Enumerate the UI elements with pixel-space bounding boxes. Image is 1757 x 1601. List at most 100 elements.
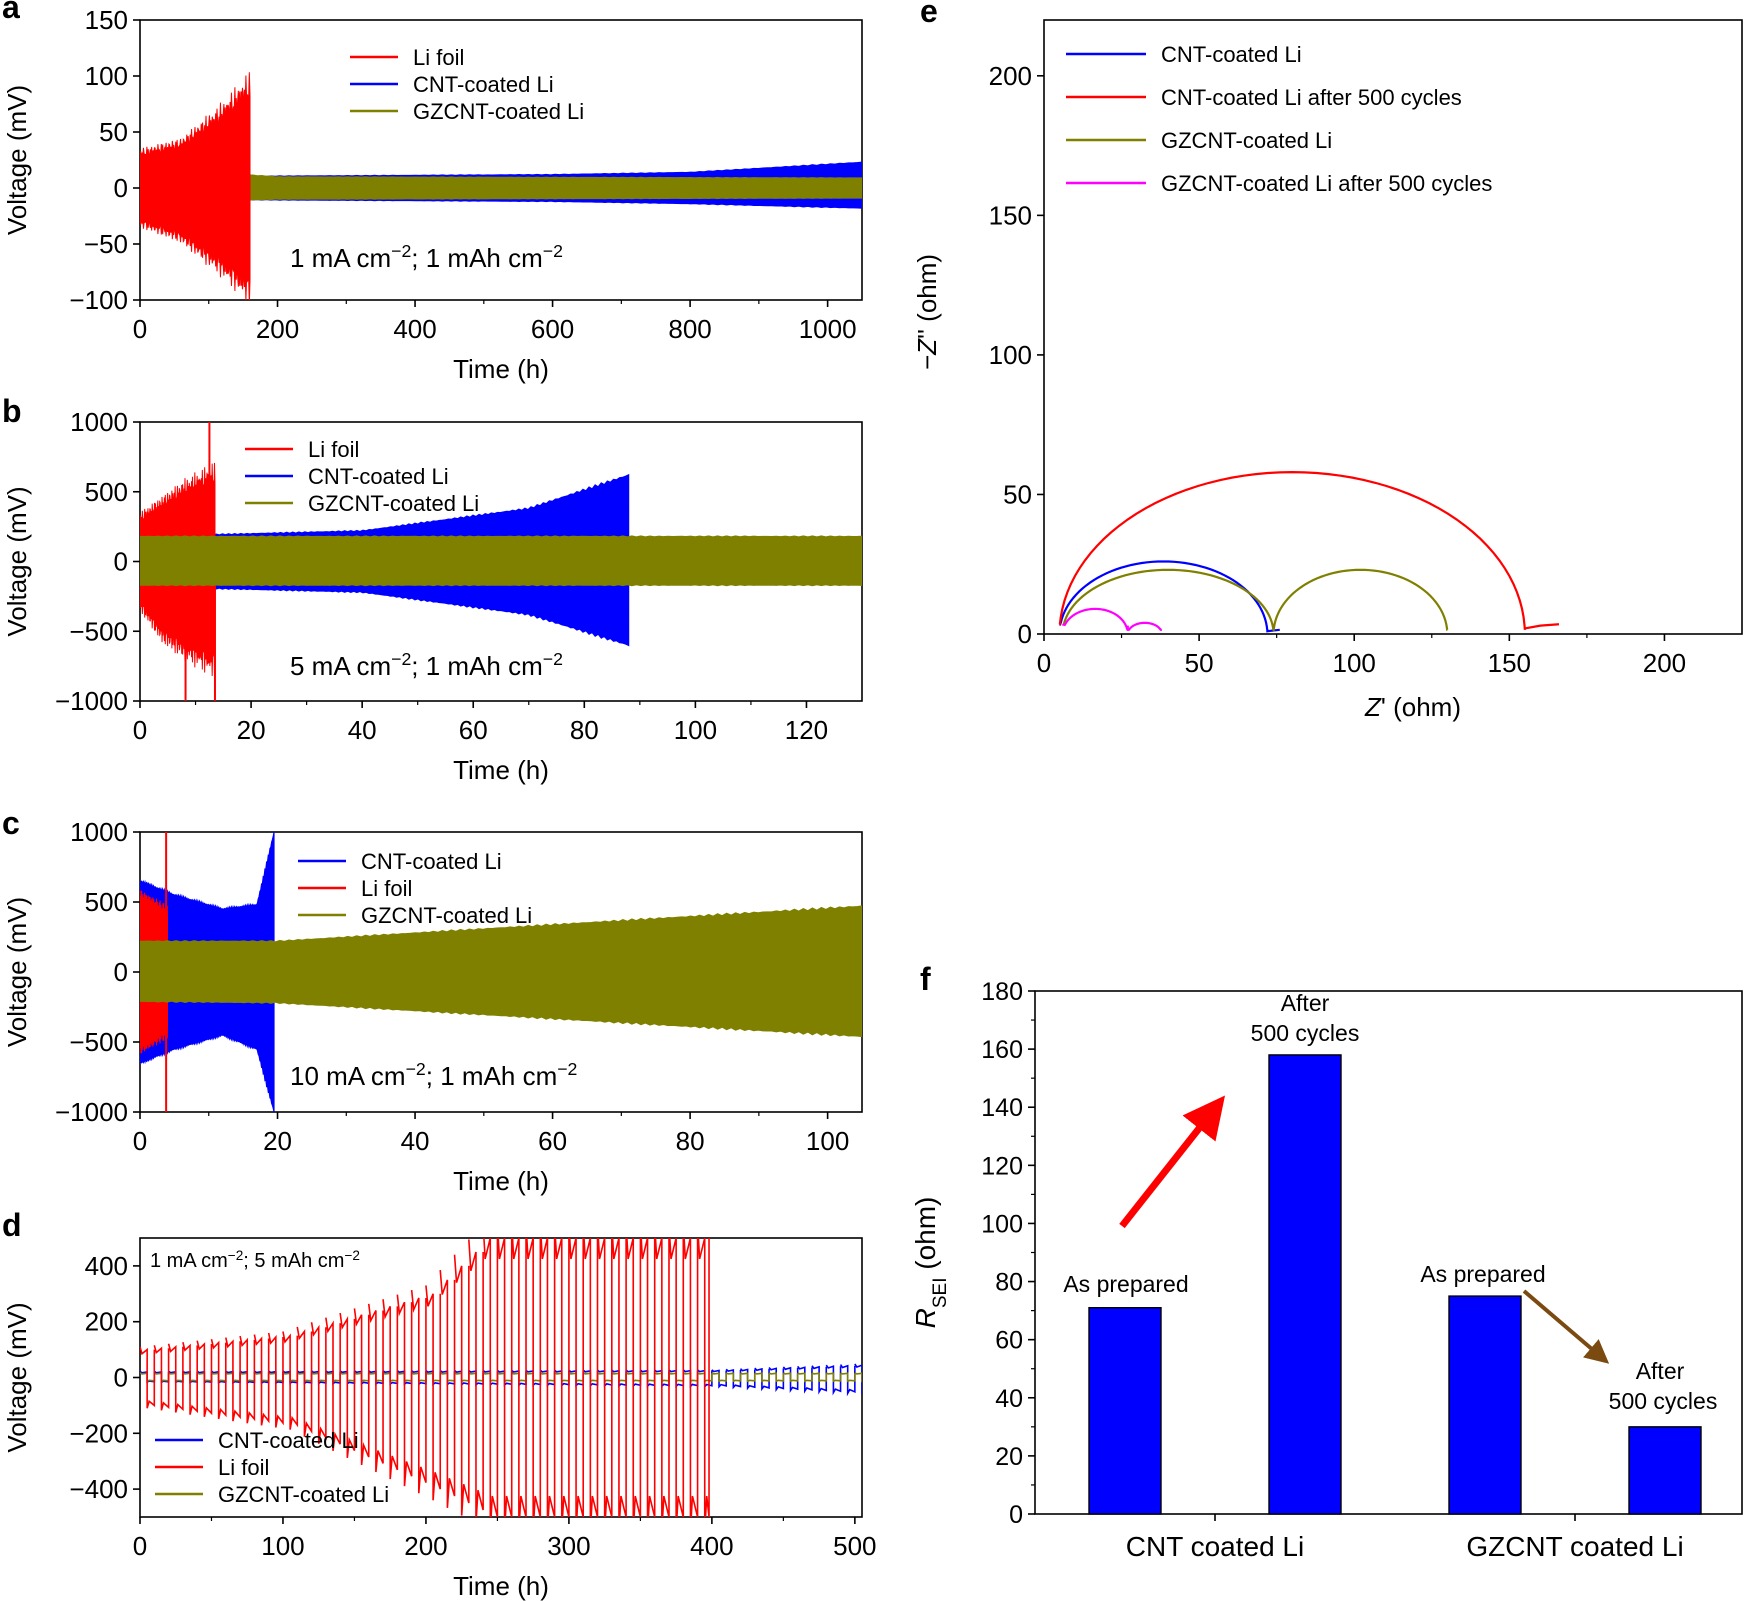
plot-frame xyxy=(1043,19,1743,635)
bar-annotation: As prepared xyxy=(1420,1261,1545,1287)
annotation-part: 1 mA cm xyxy=(290,243,391,273)
condition-annotation: 1 mA cm−2; 5 mAh cm−2 xyxy=(150,1248,360,1273)
y-axis-title: Voltage (mV) xyxy=(2,486,32,636)
bar xyxy=(1088,1307,1162,1515)
condition-annotation: 5 mA cm−2; 1 mAh cm−2 xyxy=(290,649,563,681)
legend-label: CNT-coated Li xyxy=(1161,42,1302,67)
panel-label: e xyxy=(920,0,938,29)
plot-area xyxy=(140,422,862,701)
y-tick-label: 500 xyxy=(85,887,128,917)
legend-label: GZCNT-coated Li xyxy=(413,99,584,124)
x-tick-label: 200 xyxy=(404,1531,447,1561)
legend-label: Li foil xyxy=(413,45,464,70)
panel-label: f xyxy=(920,961,931,997)
annotation-part: −2 xyxy=(344,1248,360,1263)
y-tick-label: 0 xyxy=(114,1363,128,1393)
x-axis-title: Time (h) xyxy=(453,1571,549,1601)
legend-label: CNT-coated Li xyxy=(361,849,502,874)
y-tick-label: 0 xyxy=(1018,619,1032,649)
annotation-part: −2 xyxy=(406,1059,426,1079)
bar xyxy=(1448,1295,1522,1515)
x-tick-label: 1000 xyxy=(799,314,857,344)
annotation-part: −2 xyxy=(557,1059,577,1079)
y-tick-label: 0 xyxy=(1009,1501,1023,1529)
condition-annotation: 1 mA cm−2; 1 mAh cm−2 xyxy=(290,241,563,273)
x-tick-label: 0 xyxy=(1037,648,1051,678)
y-tick-label: 120 xyxy=(981,1152,1023,1180)
y-tick-label: 200 xyxy=(989,61,1032,91)
panel-b: 0 20 40 60 80 100 120 −1000 −500 0 500 1000 Time (h)… xyxy=(2,393,863,785)
panel-c: 0 20 40 60 80 100 −1000 −500 0 500 1000 Time (h) Vol… xyxy=(2,805,863,1196)
y-tick-label: −500 xyxy=(69,1027,128,1057)
x-tick-label: 100 xyxy=(674,715,717,745)
x-tick-label: 0 xyxy=(133,715,147,745)
y-axis-title: Voltage (mV) xyxy=(2,897,32,1047)
x-tick-label: 800 xyxy=(668,314,711,344)
legend-label: GZCNT-coated Li after 500 cycles xyxy=(1161,171,1492,196)
increase-arrow xyxy=(1119,1095,1226,1229)
y-axis-title: Voltage (mV) xyxy=(2,1302,32,1452)
decrease-arrow xyxy=(1522,1289,1610,1364)
y-tick-label: 50 xyxy=(99,117,128,147)
x-tick-label: 150 xyxy=(1488,648,1531,678)
x-axis-title-unit: ' (ohm) xyxy=(1381,692,1461,722)
legend-label: GZCNT-coated Li xyxy=(218,1482,389,1507)
legend-label: CNT-coated Li xyxy=(218,1428,359,1453)
annotation-part: 5 mA cm xyxy=(290,651,391,681)
y-axis-title-subscript: SEI xyxy=(930,1278,951,1309)
x-tick-label: 50 xyxy=(1185,648,1214,678)
panel-label: a xyxy=(2,0,20,25)
x-tick-label: 40 xyxy=(401,1126,430,1156)
x-tick-label: 80 xyxy=(676,1126,705,1156)
y-tick-label: 400 xyxy=(85,1251,128,1281)
x-tick-label: 100 xyxy=(1333,648,1376,678)
y-tick-label: −100 xyxy=(69,285,128,315)
group-label: GZCNT coated Li xyxy=(1466,1531,1683,1562)
y-tick-label: 0 xyxy=(114,173,128,203)
panel-a: 0 200 400 600 800 1000 −100 −50 0 50 100 150 Time (h… xyxy=(2,0,863,384)
y-tick-label: −500 xyxy=(69,616,128,646)
y-tick-label: 80 xyxy=(995,1269,1023,1297)
x-tick-label: 100 xyxy=(806,1126,849,1156)
legend-label: GZCNT-coated Li xyxy=(1161,128,1332,153)
bar-annotation: 500 cycles xyxy=(1251,1020,1360,1046)
x-tick-label: 60 xyxy=(538,1126,567,1156)
y-axis-title-unit: (ohm) xyxy=(910,1197,941,1278)
y-tick-label: −1000 xyxy=(55,1097,128,1127)
nyquist-cnt xyxy=(1058,560,1280,633)
bar-annotation: After xyxy=(1281,990,1330,1016)
y-tick-label: 40 xyxy=(995,1385,1023,1413)
y-tick-label: 100 xyxy=(981,1210,1023,1238)
nyquist-gzcnt xyxy=(1062,568,1449,632)
y-tick-label: 1000 xyxy=(70,407,128,437)
x-axis-title-symbol: Z xyxy=(1364,692,1382,722)
legend-label: CNT-coated Li xyxy=(308,464,449,489)
y-axis-title: Voltage (mV) xyxy=(2,85,32,235)
legend-label: CNT-coated Li after 500 cycles xyxy=(1161,85,1462,110)
y-tick-label: 150 xyxy=(989,200,1032,230)
panel-label: d xyxy=(2,1207,22,1243)
y-tick-label: −200 xyxy=(69,1418,128,1448)
x-tick-label: 80 xyxy=(570,715,599,745)
x-tick-label: 0 xyxy=(133,314,147,344)
bar xyxy=(1628,1426,1702,1515)
x-tick-label: 20 xyxy=(237,715,266,745)
x-axis-title: Time (h) xyxy=(453,1166,549,1196)
annotation-part: −2 xyxy=(543,241,563,261)
y-tick-label: 50 xyxy=(1003,479,1032,509)
y-tick-label: 60 xyxy=(995,1327,1023,1355)
y-tick-label: 150 xyxy=(85,5,128,35)
y-tick-label: 160 xyxy=(981,1036,1023,1064)
x-tick-label: 400 xyxy=(393,314,436,344)
x-tick-label: 400 xyxy=(690,1531,733,1561)
y-tick-label: 0 xyxy=(114,957,128,987)
panel-label: b xyxy=(2,393,22,429)
y-axis-title: RSEI (ohm) xyxy=(910,1197,951,1329)
nyquist-gzcnt_after xyxy=(1061,607,1162,631)
x-tick-label: 300 xyxy=(547,1531,590,1561)
series-li_foil xyxy=(140,1238,710,1517)
y-axis-title: −Z'' (ohm) xyxy=(912,254,942,370)
x-axis-title: Z' (ohm) xyxy=(1364,692,1461,722)
annotation-part: 10 mA cm xyxy=(290,1061,406,1091)
